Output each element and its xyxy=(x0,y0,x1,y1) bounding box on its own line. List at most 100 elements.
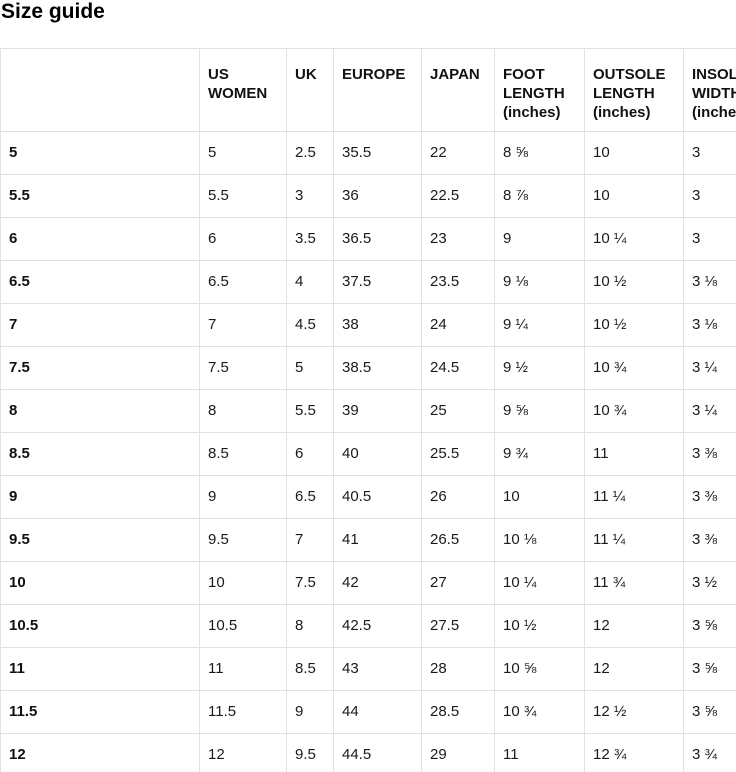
cell-japan: 27.5 xyxy=(421,604,495,648)
cell-foot_length: 8 ⅞ xyxy=(494,174,585,218)
cell-japan: 29 xyxy=(421,733,495,772)
cell-uk: 6 xyxy=(286,432,334,476)
cell-foot_length: 11 xyxy=(494,733,585,772)
cell-uk: 9.5 xyxy=(286,733,334,772)
table-row: 10.5 10.5 8 42.5 27.5 10 ½ 12 3 ⅝ xyxy=(0,604,736,648)
cell-uk: 5.5 xyxy=(286,389,334,433)
cell-size: 5 xyxy=(0,131,200,175)
cell-size: 11 xyxy=(0,647,200,691)
cell-insole_width: 3 ⅜ xyxy=(683,518,736,562)
cell-uk: 3.5 xyxy=(286,217,334,261)
cell-us_women: 5 xyxy=(199,131,287,175)
cell-us_women: 9 xyxy=(199,475,287,519)
cell-outsole_length: 11 ¾ xyxy=(584,561,684,605)
cell-europe: 43 xyxy=(333,647,422,691)
cell-insole_width: 3 xyxy=(683,217,736,261)
cell-europe: 39 xyxy=(333,389,422,433)
size-guide-table-body: 5 5 2.5 35.5 22 8 ⅝ 10 3 5.5 5.5 3 36 22.5 8 ⅞ 10 3 6 6 3.… xyxy=(0,131,736,772)
cell-foot_length: 8 ⅝ xyxy=(494,131,585,175)
cell-uk: 4.5 xyxy=(286,303,334,347)
cell-japan: 24 xyxy=(421,303,495,347)
cell-size: 10.5 xyxy=(0,604,200,648)
cell-europe: 40.5 xyxy=(333,475,422,519)
cell-japan: 23 xyxy=(421,217,495,261)
cell-outsole_length: 10 xyxy=(584,131,684,175)
header-cell-foot-length: FOOT LENGTH (inches) xyxy=(494,48,585,132)
cell-insole_width: 3 ⅝ xyxy=(683,647,736,691)
cell-outsole_length: 10 ¾ xyxy=(584,346,684,390)
cell-size: 9 xyxy=(0,475,200,519)
cell-europe: 40 xyxy=(333,432,422,476)
cell-europe: 35.5 xyxy=(333,131,422,175)
cell-foot_length: 10 ½ xyxy=(494,604,585,648)
cell-insole_width: 3 ⅝ xyxy=(683,690,736,734)
cell-foot_length: 10 ⅛ xyxy=(494,518,585,562)
header-cell-insole-width: INSOLE WIDTH (inches) xyxy=(683,48,736,132)
cell-outsole_length: 11 ¼ xyxy=(584,518,684,562)
cell-outsole_length: 12 xyxy=(584,647,684,691)
table-row: 11 11 8.5 43 28 10 ⅝ 12 3 ⅝ xyxy=(0,647,736,691)
cell-us_women: 10.5 xyxy=(199,604,287,648)
cell-japan: 28 xyxy=(421,647,495,691)
table-row: 5 5 2.5 35.5 22 8 ⅝ 10 3 xyxy=(0,131,736,175)
cell-size: 12 xyxy=(0,733,200,772)
page-title: Size guide xyxy=(1,0,105,23)
cell-insole_width: 3 ⅛ xyxy=(683,303,736,347)
cell-uk: 4 xyxy=(286,260,334,304)
cell-foot_length: 9 ⅝ xyxy=(494,389,585,433)
cell-japan: 22 xyxy=(421,131,495,175)
cell-insole_width: 3 ½ xyxy=(683,561,736,605)
cell-europe: 36 xyxy=(333,174,422,218)
cell-foot_length: 10 ¾ xyxy=(494,690,585,734)
cell-us_women: 11.5 xyxy=(199,690,287,734)
cell-foot_length: 9 ⅛ xyxy=(494,260,585,304)
cell-insole_width: 3 xyxy=(683,131,736,175)
cell-us_women: 8.5 xyxy=(199,432,287,476)
cell-japan: 25 xyxy=(421,389,495,433)
cell-foot_length: 10 xyxy=(494,475,585,519)
cell-insole_width: 3 ¼ xyxy=(683,346,736,390)
cell-japan: 25.5 xyxy=(421,432,495,476)
cell-japan: 24.5 xyxy=(421,346,495,390)
cell-europe: 42 xyxy=(333,561,422,605)
cell-outsole_length: 10 ½ xyxy=(584,260,684,304)
cell-us_women: 6 xyxy=(199,217,287,261)
cell-us_women: 9.5 xyxy=(199,518,287,562)
table-row: 8.5 8.5 6 40 25.5 9 ¾ 11 3 ⅜ xyxy=(0,432,736,476)
size-guide-table: US WOMEN UK EUROPE JAPAN FOOT LENGTH (in… xyxy=(0,48,736,772)
header-row: US WOMEN UK EUROPE JAPAN FOOT LENGTH (in… xyxy=(0,48,736,132)
cell-size: 7.5 xyxy=(0,346,200,390)
header-cell-japan: JAPAN xyxy=(421,48,495,132)
cell-insole_width: 3 ⅛ xyxy=(683,260,736,304)
cell-outsole_length: 12 xyxy=(584,604,684,648)
cell-outsole_length: 10 ½ xyxy=(584,303,684,347)
cell-uk: 5 xyxy=(286,346,334,390)
cell-uk: 3 xyxy=(286,174,334,218)
cell-size: 8.5 xyxy=(0,432,200,476)
header-cell-us-women: US WOMEN xyxy=(199,48,287,132)
cell-insole_width: 3 ¼ xyxy=(683,389,736,433)
cell-japan: 23.5 xyxy=(421,260,495,304)
cell-size: 6 xyxy=(0,217,200,261)
cell-outsole_length: 10 ¼ xyxy=(584,217,684,261)
cell-outsole_length: 11 xyxy=(584,432,684,476)
cell-outsole_length: 10 xyxy=(584,174,684,218)
cell-insole_width: 3 ⅝ xyxy=(683,604,736,648)
cell-japan: 22.5 xyxy=(421,174,495,218)
cell-europe: 42.5 xyxy=(333,604,422,648)
cell-size: 10 xyxy=(0,561,200,605)
cell-us_women: 10 xyxy=(199,561,287,605)
cell-size: 8 xyxy=(0,389,200,433)
cell-us_women: 5.5 xyxy=(199,174,287,218)
cell-uk: 8 xyxy=(286,604,334,648)
cell-foot_length: 9 ½ xyxy=(494,346,585,390)
cell-us_women: 12 xyxy=(199,733,287,772)
